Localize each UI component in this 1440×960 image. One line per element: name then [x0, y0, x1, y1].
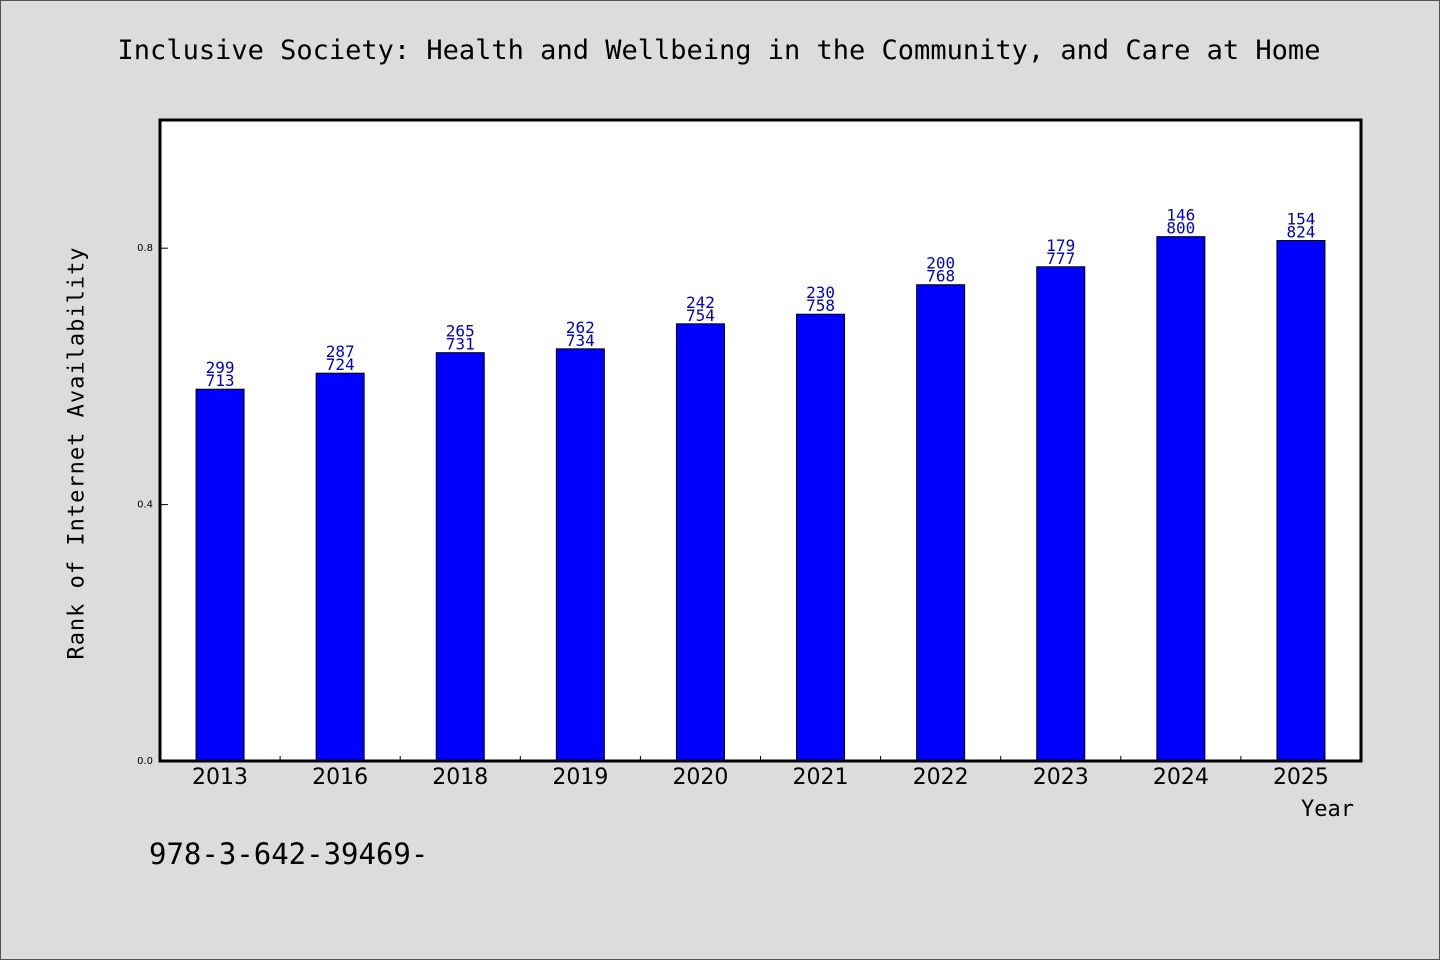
x-tick-label: 2022 — [913, 765, 969, 790]
x-tick-label: 2020 — [672, 765, 728, 790]
bar-label-top: 299 — [206, 358, 235, 377]
bar-label-bottom: 800 — [1166, 219, 1195, 238]
bar — [195, 388, 245, 762]
x-tick-label: 2023 — [1033, 765, 1089, 790]
y-tick-label: 0.8 — [137, 243, 153, 254]
bar — [675, 323, 725, 762]
x-tick-label: 2025 — [1273, 765, 1329, 790]
y-tick-label: 0.0 — [137, 756, 153, 767]
bar — [315, 372, 365, 762]
bar-label-bottom: 713 — [206, 371, 235, 390]
x-tick-label: 2016 — [312, 765, 368, 790]
bar — [1276, 240, 1326, 762]
bar-label-top: 146 — [1166, 206, 1195, 225]
bar — [916, 284, 966, 762]
x-tick-label: 2021 — [793, 765, 849, 790]
y-tick-label: 0.4 — [137, 500, 153, 511]
bar — [1036, 266, 1086, 762]
bar-label-bottom: 758 — [806, 296, 835, 315]
plot-frame — [158, 118, 1363, 763]
bar-label-top: 179 — [1046, 236, 1075, 255]
bar-label-top: 265 — [446, 322, 475, 341]
bar-label-top: 154 — [1286, 210, 1315, 229]
bar-label-bottom: 768 — [926, 267, 955, 286]
chart-title: Inclusive Society: Health and Wellbeing … — [117, 35, 1321, 66]
bar-label-top: 230 — [806, 283, 835, 302]
bar — [1156, 236, 1206, 762]
bar-label-bottom: 777 — [1046, 249, 1075, 268]
x-axis-label: Year — [1301, 797, 1354, 822]
bar-label-bottom: 824 — [1286, 223, 1315, 242]
x-tick-label: 2019 — [552, 765, 608, 790]
bar — [435, 352, 485, 762]
bar-label-top: 262 — [566, 318, 595, 337]
x-tick-label: 2018 — [432, 765, 488, 790]
bar — [555, 348, 605, 762]
bar-label-bottom: 731 — [446, 335, 475, 354]
bar-label-bottom: 754 — [686, 306, 715, 325]
bar-label-top: 242 — [686, 293, 715, 312]
footnote-isbn: 978-3-642-39469- — [149, 837, 429, 871]
bar-label-bottom: 734 — [566, 331, 595, 350]
bar-label-bottom: 724 — [326, 355, 355, 374]
bar-label-top: 287 — [326, 342, 355, 361]
x-tick-label: 2024 — [1153, 765, 1209, 790]
bar-label-top: 200 — [926, 254, 955, 273]
x-tick-label: 2013 — [192, 765, 248, 790]
bar — [796, 313, 846, 762]
